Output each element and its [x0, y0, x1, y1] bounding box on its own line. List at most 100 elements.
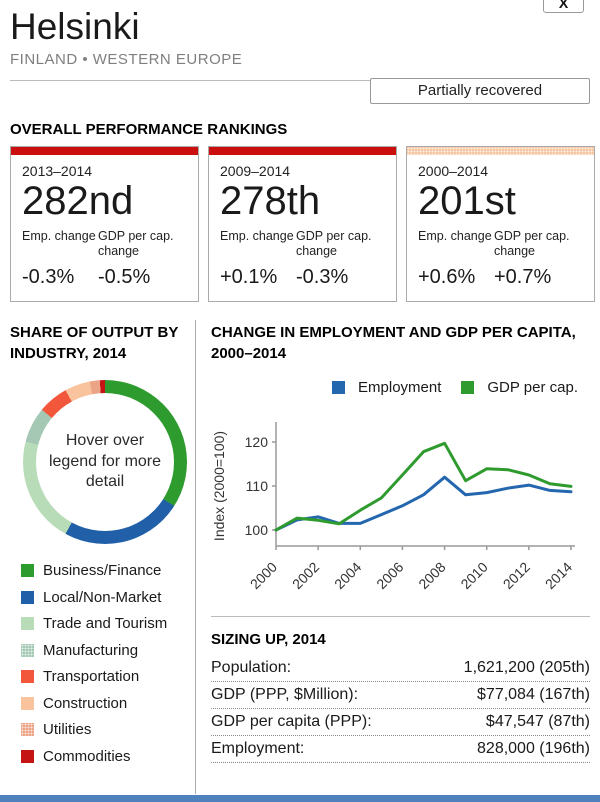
donut-chart: Hover over legend for more detail: [23, 380, 187, 544]
card-period: 2013–2014: [22, 163, 93, 179]
gdp-change-label: GDP per cap. change: [98, 228, 174, 258]
line-chart-title: CHANGE IN EMPLOYMENT AND GDP PER CAPITA,…: [211, 324, 576, 362]
card-body: 2000–2014 201st Emp. change GDP per cap. ch…: [407, 155, 594, 297]
card-rank: 201st: [418, 179, 516, 223]
gdp-change-value: -0.5%: [98, 265, 151, 288]
legend-label: Manufacturing: [43, 641, 139, 659]
y-tick-label: 120: [245, 434, 269, 450]
x-tick-label: 2008: [415, 559, 448, 592]
card-body: 2013–2014 282nd Emp. change GDP per cap. ch…: [11, 155, 198, 297]
legend-swatch: [21, 670, 34, 683]
legend-label: Utilities: [43, 721, 92, 738]
line-chart: Index (2000=100) 100 110 120 2000 2002 2004 200…: [211, 422, 575, 592]
card-rank: 278th: [220, 179, 321, 223]
gdp-change-label: GDP per cap. change: [296, 228, 372, 258]
card-metric-labels: Emp. change GDP per cap. change: [22, 229, 188, 259]
card-accent-bar: [407, 147, 594, 155]
series-legend-item: GDP per cap.: [461, 379, 578, 396]
y-axis-label: Index (2000=100): [211, 431, 227, 541]
card-metric-labels: Emp. change GDP per cap. change: [418, 229, 584, 259]
status-badge: Partially recovered: [370, 78, 590, 104]
x-tick-label: 2004: [331, 559, 364, 592]
card-metric-labels: Emp. change GDP per cap. change: [220, 229, 386, 259]
x-tick-label: 2010: [457, 559, 490, 592]
emp-change-label: Emp. change: [22, 228, 96, 243]
header: Helsinki FINLAND • WESTERN EUROPE: [0, 0, 600, 68]
gdp-change-value: -0.3%: [296, 265, 349, 288]
gdp-change-value: +0.7%: [494, 265, 552, 288]
emp-change-value: +0.6%: [418, 265, 476, 288]
card-body: 2009–2014 278th Emp. change GDP per cap. ch…: [209, 155, 396, 297]
x-tick-label: 2014: [542, 559, 575, 592]
sizing-label: GDP (PPP, $Million):: [211, 686, 359, 703]
page-subtitle: FINLAND • WESTERN EUROPE: [10, 51, 243, 68]
emp-change-label: Emp. change: [220, 228, 294, 243]
industry-column: SHARE OF OUTPUT BY INDUSTRY, 2014 Hover …: [0, 320, 196, 794]
x-tick-label: 2006: [373, 559, 406, 592]
legend-item[interactable]: Utilities: [21, 721, 195, 738]
card-period: 2000–2014: [418, 163, 489, 179]
page-title: Helsinki: [10, 6, 140, 47]
legend-swatch: [21, 696, 34, 710]
legend-item[interactable]: Manufacturing: [21, 642, 195, 659]
industry-legend: Business/Finance Local/Non-Market Trade an…: [10, 562, 195, 765]
series-legend-item: Employment: [332, 379, 441, 396]
sizing-label: GDP per capita (PPP):: [211, 713, 372, 730]
content-columns: SHARE OF OUTPUT BY INDUSTRY, 2014 Hover …: [0, 320, 600, 794]
ranking-cards: 2013–2014 282nd Emp. change GDP per cap. ch…: [0, 146, 600, 302]
header-divider: [10, 80, 370, 81]
donut-center-text: Hover over legend for more detail: [36, 393, 174, 531]
sizing-row: Population: 1,621,200 (205th): [211, 655, 590, 682]
legend-item[interactable]: Trade and Tourism: [21, 615, 195, 632]
legend-swatch: [21, 643, 34, 657]
rankings-heading: OVERALL PERFORMANCE RANKINGS: [10, 121, 288, 138]
legend-item[interactable]: Business/Finance: [21, 562, 195, 579]
sizing-heading: SIZING UP, 2014: [211, 631, 326, 648]
trend-column: CHANGE IN EMPLOYMENT AND GDP PER CAPITA,…: [196, 320, 600, 794]
legend-item[interactable]: Construction: [21, 695, 195, 712]
sizing-label: Population:: [211, 659, 292, 676]
legend-swatch: [21, 617, 34, 630]
card-accent-bar: [209, 147, 396, 155]
gdp-change-label: GDP per cap. change: [494, 228, 570, 258]
legend-label: Trade and Tourism: [43, 615, 168, 632]
x-tick-label: 2012: [500, 559, 533, 592]
legend-label: Transportation: [43, 668, 140, 685]
card-metric-values: +0.6% +0.7%: [418, 266, 584, 289]
legend-swatch: [21, 590, 34, 604]
emp-change-value: +0.1%: [220, 265, 278, 288]
sizing-value: 1,621,200 (205th): [463, 659, 590, 676]
legend-item[interactable]: Commodities: [21, 748, 195, 765]
series-label: GDP per cap.: [487, 379, 578, 396]
ranking-card: 2013–2014 282nd Emp. change GDP per cap. ch…: [10, 146, 199, 302]
legend-swatch: [21, 564, 34, 577]
sizing-section: SIZING UP, 2014 Population: 1,621,200 (20…: [211, 616, 590, 763]
legend-label: Commodities: [43, 747, 131, 765]
sizing-row: Employment: 828,000 (196th): [211, 736, 590, 763]
sizing-row: GDP (PPP, $Million): $77,084 (167th): [211, 682, 590, 709]
emp-change-value: -0.3%: [22, 265, 75, 288]
sizing-value: 828,000 (196th): [477, 740, 590, 757]
card-period: 2009–2014: [220, 163, 291, 179]
sizing-value: $77,084 (167th): [477, 686, 590, 703]
y-tick-label: 110: [246, 478, 269, 494]
series-line: [274, 441, 573, 532]
sizing-value: $47,547 (87th): [485, 713, 590, 730]
series-line: [274, 475, 573, 532]
legend-label: Business/Finance: [43, 562, 162, 579]
card-metric-values: +0.1% -0.3%: [220, 266, 386, 289]
card-rank: 282nd: [22, 179, 134, 223]
legend-swatch: [21, 723, 34, 736]
emp-change-label: Emp. change: [418, 228, 492, 243]
x-tick-label: 2002: [289, 559, 322, 592]
close-button[interactable]: X: [543, 0, 584, 13]
card-accent-bar: [11, 147, 198, 155]
footer-accent-bar: [0, 795, 600, 802]
legend-item[interactable]: Local/Non-Market: [21, 589, 195, 606]
series-label: Employment: [358, 379, 442, 396]
card-metric-values: -0.3% -0.5%: [22, 266, 188, 289]
sizing-row: GDP per capita (PPP): $47,547 (87th): [211, 709, 590, 736]
legend-item[interactable]: Transportation: [21, 668, 195, 685]
ranking-card: 2000–2014 201st Emp. change GDP per cap. ch…: [406, 146, 595, 302]
legend-label: Local/Non-Market: [43, 588, 162, 606]
